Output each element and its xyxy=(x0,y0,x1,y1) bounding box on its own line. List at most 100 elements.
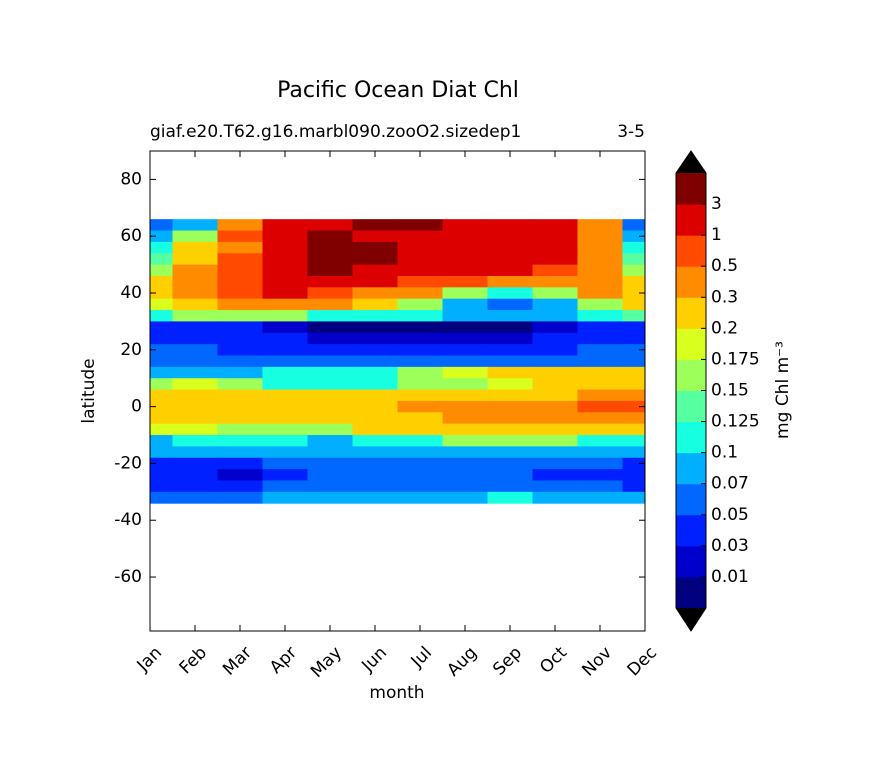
contour-cell xyxy=(150,264,173,277)
contour-cell xyxy=(397,389,443,402)
contour-cell xyxy=(262,298,308,311)
colorbar-tick-label: 0.07 xyxy=(711,474,749,494)
contour-cell xyxy=(150,253,173,266)
contour-cell xyxy=(397,310,443,322)
contour-cell xyxy=(307,275,353,288)
contour-cell xyxy=(577,457,623,470)
contour-cell xyxy=(397,219,443,232)
contour-cell xyxy=(172,241,218,254)
colorbar-segment xyxy=(676,359,706,391)
colorbar-tick-label: 0.1 xyxy=(711,443,738,463)
contour-cell xyxy=(577,230,623,243)
contour-cell xyxy=(217,412,263,425)
contour-cell xyxy=(172,298,218,311)
contour-cell xyxy=(217,332,263,345)
contour-cell xyxy=(487,480,533,493)
contour-cell xyxy=(217,457,263,470)
contour-cell xyxy=(622,344,645,356)
contour-cell xyxy=(352,310,398,322)
contour-cell xyxy=(352,491,398,504)
contour-cell xyxy=(532,310,578,322)
contour-cell xyxy=(352,366,398,379)
contour-cell xyxy=(172,310,218,322)
contour-cell xyxy=(397,321,443,334)
contour-cell xyxy=(397,491,443,504)
contour-cell xyxy=(397,275,443,288)
contour-cell xyxy=(172,230,218,243)
contour-cell xyxy=(150,378,173,391)
contour-cell xyxy=(352,378,398,391)
contour-cell xyxy=(262,389,308,402)
contour-cell xyxy=(487,435,533,447)
contour-cell xyxy=(622,457,645,470)
contour-cell xyxy=(172,435,218,447)
contour-cell xyxy=(352,435,398,447)
contour-cell xyxy=(217,241,263,254)
contour-cell xyxy=(622,412,645,425)
contour-cell xyxy=(442,230,488,243)
contour-cell xyxy=(172,321,218,334)
contour-cell xyxy=(487,321,533,334)
contour-cell xyxy=(217,253,263,266)
colorbar-label: mg Chl m⁻³ xyxy=(773,341,793,439)
contour-cell xyxy=(487,389,533,402)
contour-cell xyxy=(172,491,218,504)
contour-cell xyxy=(172,457,218,470)
contour-cell xyxy=(150,423,173,436)
contour-cell xyxy=(622,423,645,436)
contour-cell xyxy=(262,423,308,436)
contour-cell xyxy=(577,298,623,311)
colorbar-tick-label: 0.5 xyxy=(711,256,738,276)
y-tick-label: 60 xyxy=(120,226,142,246)
plot-frame xyxy=(149,150,646,632)
contour-cell xyxy=(150,457,173,470)
contour-cell xyxy=(172,378,218,391)
contour-cell xyxy=(487,298,533,311)
contour-cell xyxy=(442,275,488,288)
contour-cell xyxy=(217,469,263,481)
contour-cell xyxy=(442,491,488,504)
contour-cell xyxy=(150,366,173,379)
contour-cell xyxy=(150,275,173,288)
y-tick-label: -60 xyxy=(114,567,142,587)
contour-cell xyxy=(352,332,398,345)
contour-cell xyxy=(307,287,353,300)
contour-cell xyxy=(577,275,623,288)
contour-cell xyxy=(532,241,578,254)
y-tick-label: 80 xyxy=(120,169,142,189)
contour-cell xyxy=(397,435,443,447)
contour-cell xyxy=(150,389,173,402)
contour-cell xyxy=(532,446,578,459)
contour-cell xyxy=(172,355,218,368)
contour-cell xyxy=(307,457,353,470)
x-tick-label: Dec xyxy=(624,643,661,680)
contour-cell xyxy=(487,469,533,481)
contour-cell xyxy=(352,241,398,254)
contour-cell xyxy=(622,400,645,413)
contour-cell xyxy=(172,389,218,402)
contour-cell xyxy=(150,400,173,413)
contour-cell xyxy=(217,275,263,288)
contour-cell xyxy=(487,491,533,504)
contour-cell xyxy=(217,298,263,311)
contour-cell xyxy=(262,219,308,232)
contour-cell xyxy=(307,491,353,504)
x-tick-label: Jul xyxy=(407,643,436,672)
x-tick-label: Apr xyxy=(266,643,301,678)
contour-cell xyxy=(442,400,488,413)
contour-cell xyxy=(352,275,398,288)
contour-cell xyxy=(307,344,353,356)
contour-cell xyxy=(172,400,218,413)
contour-cell xyxy=(217,378,263,391)
contour-cell xyxy=(150,230,173,243)
contour-cell xyxy=(442,412,488,425)
contour-cell xyxy=(172,480,218,493)
colorbar-segment xyxy=(676,266,706,298)
contour-cell xyxy=(150,219,173,232)
contour-cell xyxy=(487,219,533,232)
contour-cell xyxy=(262,275,308,288)
contour-cell xyxy=(397,298,443,311)
contour-cell xyxy=(622,446,645,459)
colorbar-segment xyxy=(676,514,706,547)
contour-cell xyxy=(150,298,173,311)
